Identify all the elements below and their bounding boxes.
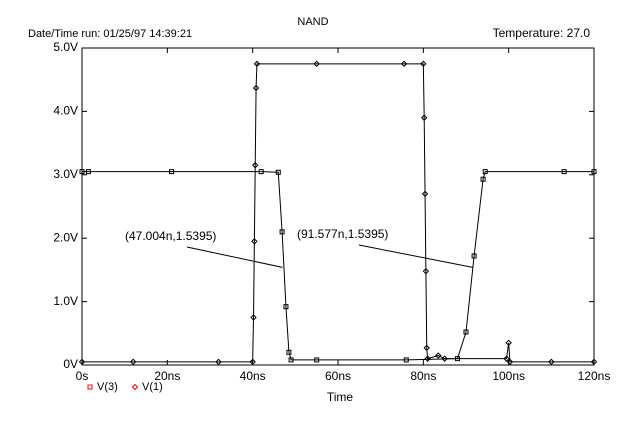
data-point <box>400 60 408 68</box>
legend-marker <box>87 384 93 390</box>
data-point <box>591 169 597 175</box>
data-point <box>251 238 258 245</box>
y-tick-label: 1.0V <box>53 294 78 308</box>
data-point <box>253 60 261 68</box>
data-point <box>258 169 264 175</box>
x-tick-label: 60ns <box>325 369 351 383</box>
run-info: Date/Time run: 01/25/97 14:39:21 <box>28 28 192 40</box>
data-point <box>420 114 428 121</box>
legend-label: V(3) <box>97 381 118 393</box>
annotation-label: (91.577n,1.5395) <box>297 227 388 241</box>
data-point <box>169 169 175 175</box>
legend-label: V(1) <box>142 381 163 393</box>
plot-frame <box>81 47 595 366</box>
x-tick-label: 0s <box>76 369 89 383</box>
y-tick-label: 0V <box>63 357 78 371</box>
data-point <box>482 169 488 175</box>
series-line <box>82 63 594 363</box>
data-point <box>78 358 86 366</box>
data-point <box>252 162 259 169</box>
data-point <box>275 169 281 175</box>
temperature: Temperature: 27.0 <box>493 26 591 40</box>
data-point <box>286 349 292 355</box>
data-point <box>441 355 448 362</box>
data-point <box>471 253 477 259</box>
y-tick-label: 5.0V <box>53 40 78 54</box>
series-line <box>82 171 594 361</box>
data-point <box>249 358 256 366</box>
legend-marker <box>131 383 139 391</box>
annotation-label: (47.004n,1.5395) <box>125 229 216 243</box>
data-point <box>421 190 429 198</box>
x-tick-label: 120ns <box>578 369 611 383</box>
data-point <box>288 357 294 363</box>
data-point <box>283 304 289 310</box>
annotation-leader <box>358 244 473 268</box>
data-point <box>480 176 486 182</box>
data-point <box>215 358 222 366</box>
data-point <box>505 339 512 347</box>
data-point <box>422 267 430 275</box>
data-point <box>313 60 320 68</box>
y-tick-label: 3.0V <box>53 167 78 181</box>
data-point <box>424 355 431 362</box>
data-point <box>423 344 430 352</box>
data-point <box>548 358 555 366</box>
data-point <box>79 169 85 175</box>
x-tick-label: 20ns <box>154 369 180 383</box>
data-point <box>420 60 427 68</box>
y-tick-label: 4.0V <box>53 104 78 118</box>
data-point <box>506 358 514 366</box>
data-point <box>503 355 510 362</box>
x-tick-label: 100ns <box>492 369 525 383</box>
data-point <box>435 352 442 359</box>
data-point <box>590 358 598 366</box>
x-axis-label: Time <box>327 390 354 404</box>
x-tick-label: 40ns <box>240 369 266 383</box>
data-point <box>561 169 567 175</box>
data-point <box>250 314 257 321</box>
data-point <box>279 229 285 235</box>
y-tick-label: 2.0V <box>53 230 78 244</box>
data-point <box>314 357 320 363</box>
annotation-leader <box>186 246 283 268</box>
chart-title: NAND <box>297 16 328 28</box>
data-point <box>252 84 260 92</box>
data-point <box>403 357 409 363</box>
data-point <box>129 358 137 366</box>
data-point <box>85 169 91 175</box>
x-tick-label: 80ns <box>410 369 436 383</box>
data-point <box>463 329 469 335</box>
